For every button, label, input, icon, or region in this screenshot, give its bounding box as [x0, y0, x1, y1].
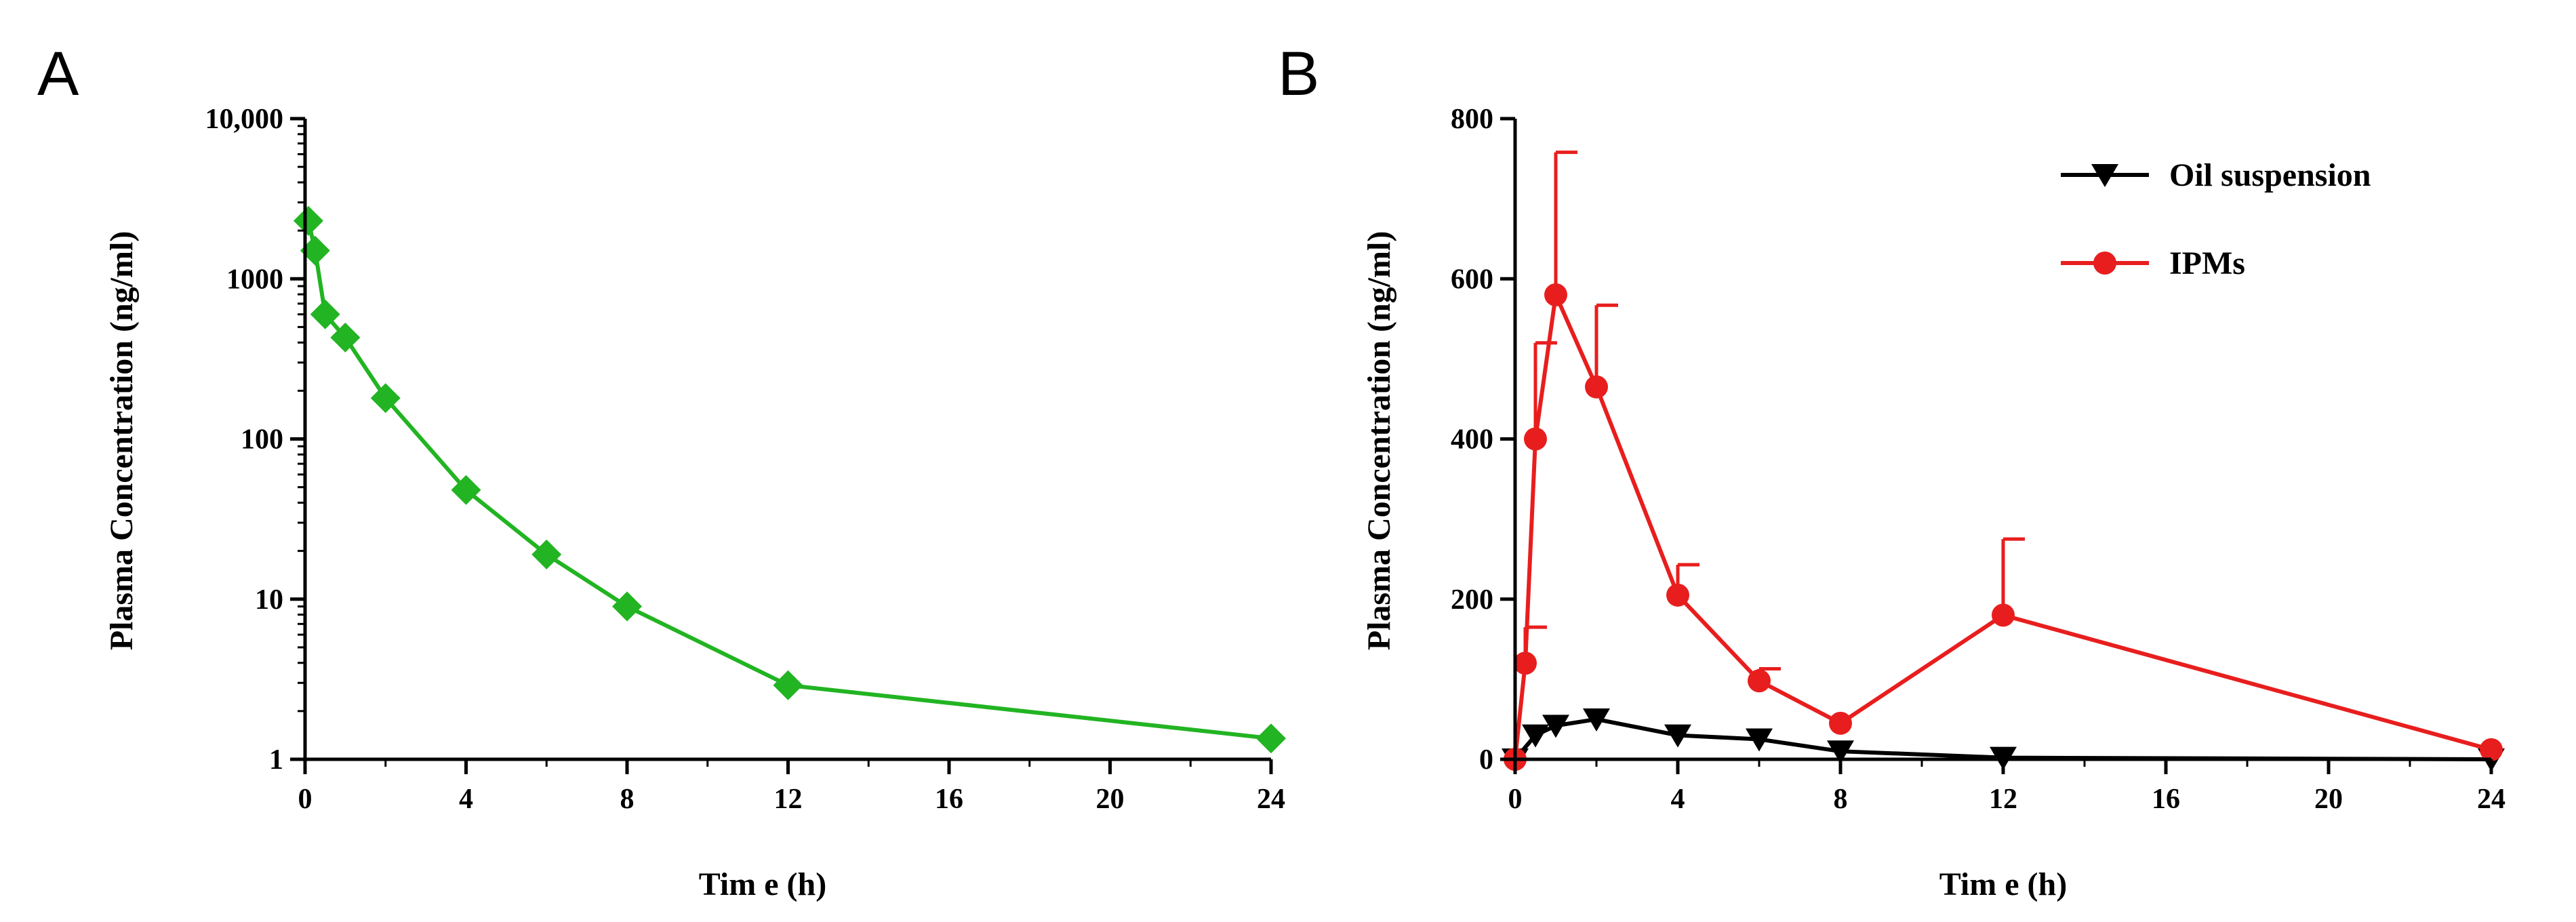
- panel-b-series-1-point: [2480, 738, 2503, 761]
- panel-b-x-tick-label: 24: [2477, 784, 2505, 815]
- panel-b-series-0-point: [1664, 724, 1691, 748]
- panel-b-series-1-point: [1666, 583, 1689, 607]
- panel-b-y-tick-label: 600: [1451, 264, 1493, 295]
- panel-b-x-tick-label: 4: [1671, 784, 1685, 815]
- panel-b-series-1-point: [1992, 603, 2015, 627]
- panel-a-series-0-point: [773, 670, 803, 700]
- panel-a-x-tick-label: 16: [935, 784, 963, 815]
- panel-b-series-1-point: [1524, 427, 1547, 451]
- panel-a-y-tick-label: 10: [255, 584, 283, 616]
- panel-b-x-tick-label: 8: [1834, 784, 1848, 815]
- panel-a-series-0-point: [330, 322, 361, 353]
- panel-a-x-tick-label: 24: [1257, 784, 1285, 815]
- panel-b-y-tick-label: 400: [1451, 424, 1493, 456]
- panel-b-y-axis-title: Plasma Concentration (ng/ml): [1361, 231, 1397, 651]
- panel-a-x-axis-title: Tim e (h): [699, 866, 826, 902]
- panel-a-series-0-point: [531, 539, 562, 569]
- panel-b-x-axis-title: Tim e (h): [1939, 866, 2067, 902]
- panel-a-y-tick-label: 10,000: [205, 104, 284, 135]
- panel-a-series-0-point: [451, 475, 481, 505]
- panel-a-marks: [293, 205, 1286, 754]
- panel-b-series-1-point: [1514, 652, 1537, 675]
- panel-b-series-1-point: [1585, 375, 1608, 399]
- panel-b-y-tick-label: 800: [1451, 104, 1493, 135]
- panel-b-series-0-point: [1827, 740, 1854, 764]
- panel-a-series-0-line: [306, 220, 1272, 741]
- panel-b-series-1-point: [1544, 283, 1567, 306]
- panel-b-series-0-point: [1583, 708, 1610, 731]
- panel-a-x-tick-label: 20: [1096, 784, 1125, 815]
- panel-b-marks: [1502, 151, 2505, 771]
- panel-a-series-0-point: [300, 235, 330, 266]
- panel-b-x-tick-label: 20: [2314, 784, 2343, 815]
- panel-a-y-tick-label: 1: [269, 744, 283, 776]
- panel-a-series-0-point: [1256, 723, 1286, 754]
- panel-b-legend: Oil suspension IPMs: [2061, 157, 2371, 281]
- panel-a-x-tick-label: 8: [620, 784, 635, 815]
- panel-b-series-0-point: [1522, 724, 1549, 748]
- panel-b-series-0-point: [1542, 715, 1569, 738]
- panel-b-series-1-point: [1748, 669, 1771, 693]
- panel-a-letter: A: [37, 39, 79, 108]
- panel-a-series-0-point: [370, 383, 401, 414]
- panel-b-series-1-line: [1513, 292, 2492, 760]
- panel-a-y-tick-label: 100: [241, 424, 283, 456]
- legend-1-marker: [2093, 252, 2116, 275]
- panel-a-y-axis-title: Plasma Concentration (ng/ml): [104, 231, 140, 651]
- panel-b-x-tick-label: 16: [2152, 784, 2180, 815]
- panel-b: B 0 200 400 600 800 0 4 8 12 16 20 24 Tim e (h) Pla…: [1278, 39, 2505, 902]
- panel-b-y-tick-label: 0: [1479, 744, 1493, 776]
- panel-a-series-0-point: [293, 205, 323, 236]
- legend-1-label: IPMs: [2169, 245, 2245, 281]
- panel-a-series-0-point: [310, 299, 340, 329]
- legend-0-marker: [2091, 164, 2118, 187]
- panel-b-letter: B: [1278, 39, 1319, 108]
- panel-a-axes: 1 10 100 1000 10,000 0 4 8 12 16 20 24: [205, 104, 1286, 815]
- panel-b-x-tick-label: 0: [1508, 784, 1523, 815]
- panel-b-series-1-point: [1829, 711, 1852, 735]
- panel-a-x-tick-label: 12: [774, 784, 803, 815]
- panel-b-y-tick-label: 200: [1451, 584, 1493, 616]
- panel-a-y-tick-label: 1000: [226, 264, 283, 295]
- panel-a-series-0-point: [612, 591, 642, 622]
- panel-b-series-0-point: [1746, 728, 1773, 752]
- panel-a-x-tick-label: 0: [298, 784, 313, 815]
- legend-0-label: Oil suspension: [2169, 157, 2371, 193]
- panel-b-axes: 0 200 400 600 800 0 4 8 12 16 20 24: [1451, 104, 2505, 815]
- panel-a-x-tick-label: 4: [459, 784, 473, 815]
- panel-b-x-tick-label: 12: [1989, 784, 2017, 815]
